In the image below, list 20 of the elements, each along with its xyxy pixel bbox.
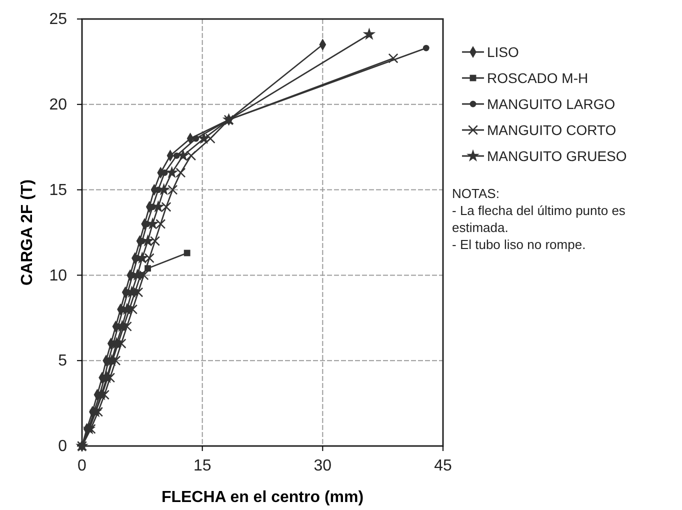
text: - El tubo liso no rompe.	[452, 237, 586, 252]
legend-label: MANGUITO GRUESO	[487, 148, 627, 164]
x-tick-label: 30	[314, 457, 332, 474]
x-axis-title: FLECHA en el centro (mm)	[161, 489, 364, 506]
y-tick-label: 10	[49, 267, 68, 284]
y-tick-label: 15	[49, 182, 68, 199]
x-tick-label: 0	[78, 457, 87, 474]
text: - La flecha del último punto es estimada.	[452, 203, 626, 235]
legend-label: ROSCADO M-H	[487, 70, 588, 86]
y-tick-label: 25	[49, 11, 68, 28]
text: NOTAS:	[452, 186, 500, 201]
legend-label: LISO	[487, 44, 520, 60]
legend-label: MANGUITO CORTO	[487, 122, 616, 138]
legend-label: MANGUITO LARGO	[487, 96, 616, 112]
x-tick-label: 15	[193, 457, 212, 474]
y-tick-label: 5	[58, 352, 68, 370]
y-tick-label: 0	[58, 438, 68, 456]
y-axis-title: CARGA 2F (T)	[19, 179, 36, 286]
x-tick-label: 45	[434, 457, 452, 474]
y-tick-label: 20	[49, 96, 68, 114]
